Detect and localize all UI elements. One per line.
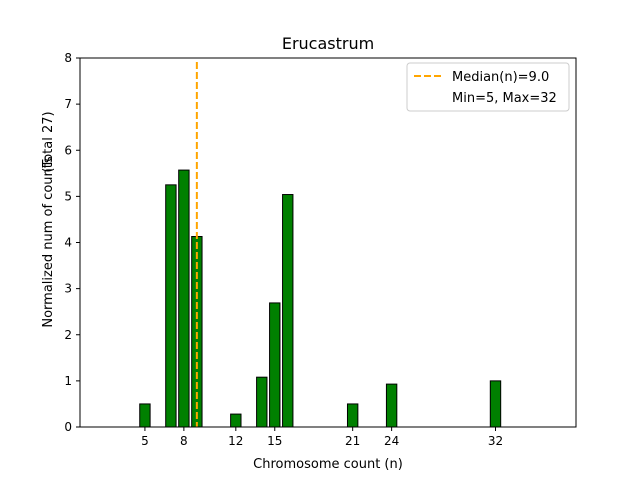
y-tick-label: 4 (64, 236, 72, 250)
y-tick-label: 1 (64, 374, 72, 388)
bar-12 (230, 413, 242, 428)
x-tick-label: 15 (267, 434, 282, 448)
x-tick-label: 24 (384, 434, 399, 448)
y-tick-label: 6 (64, 143, 72, 157)
bar-8 (178, 169, 190, 428)
legend-entry-median: Median(n)=9.0 (452, 70, 549, 85)
x-tick-label: 8 (180, 434, 188, 448)
y-tick-label: 2 (64, 328, 72, 342)
plot-frame (79, 57, 577, 428)
y-tick-label: 8 (64, 51, 72, 65)
y-tick-label: 3 (64, 282, 72, 296)
bar-14 (256, 376, 268, 428)
bar-15 (269, 302, 281, 428)
x-tick-label: 5 (141, 434, 149, 448)
y-axis-label-total: (Total 27) (41, 111, 56, 172)
y-tick-label: 7 (64, 97, 72, 111)
y-tick-label: 0 (64, 420, 72, 434)
legend: Median(n)=9.0 Min=5, Max=32 (406, 62, 570, 112)
bar-21 (346, 403, 359, 428)
bar-7 (165, 184, 177, 428)
legend-entry-minmax: Min=5, Max=32 (452, 91, 557, 106)
bar-5 (139, 403, 151, 428)
bar-16 (282, 194, 294, 428)
x-tick-label: 32 (488, 434, 503, 448)
y-tick-label: 5 (64, 189, 72, 203)
x-axis-label: Chromosome count (n) (253, 457, 403, 472)
bar-32 (489, 380, 502, 428)
bar-24 (385, 383, 398, 428)
chart-title: Erucastrum (282, 34, 374, 53)
x-tick-label: 21 (345, 434, 360, 448)
x-tick-label: 12 (228, 434, 243, 448)
y-axis-label: Normalized num of counts (41, 156, 56, 327)
